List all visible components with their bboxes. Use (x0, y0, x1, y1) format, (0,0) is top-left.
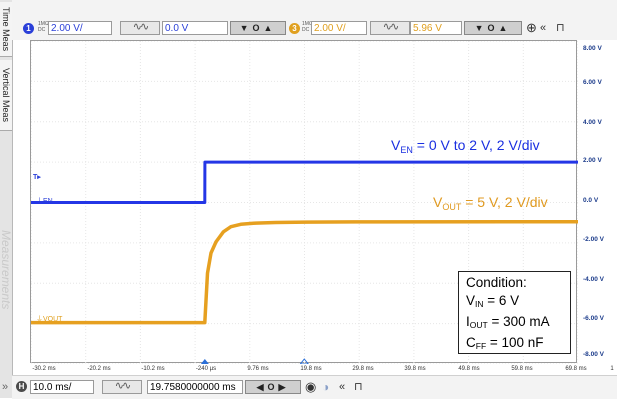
tab-vertical-meas[interactable]: Vertical Meas (0, 60, 12, 131)
channel-3-ground-marker[interactable]: ⏚VOUT (36, 316, 63, 323)
condition-cff: CFF = 100 nF (466, 334, 570, 355)
horizontal-position-marker[interactable] (299, 358, 309, 364)
channel-toolbar: 1 1MΩ DC 2.00 V/ ∿∿ 0.0 V ▼O▲ 3 1MΩ DC 2… (12, 0, 617, 40)
condition-symbol: V (466, 293, 476, 308)
y-tick-label: -2.00 V (583, 236, 604, 243)
trigger-level-marker[interactable]: T▸ (33, 174, 41, 181)
channel-3-offset-nav[interactable]: ▼O▲ (464, 21, 522, 35)
x-tick-label: 1 (610, 366, 614, 372)
ven-annotation-symbol: V (391, 137, 401, 153)
channel-1-offset-field[interactable]: 0.0 V (162, 21, 228, 35)
channel-3-scale-field[interactable]: 2.00 V/ (311, 21, 367, 35)
channel-3-coupling: 1MΩ DC (302, 21, 313, 33)
condition-subscript: OUT (469, 320, 488, 330)
x-tick-label: 59.8 ms (511, 366, 533, 372)
x-tick-label: 69.8 ms (565, 366, 587, 372)
y-tick-label: -8.00 V (583, 351, 604, 358)
condition-iout: IOUT = 300 mA (466, 313, 570, 334)
channel-3-scale-knob[interactable]: ∿∿ (370, 21, 410, 35)
trigger-label: T (33, 174, 38, 181)
side-tab-strip: Time Meas Vertical Meas Measurements (0, 0, 13, 398)
condition-symbol: C (466, 335, 476, 350)
condition-subscript: FF (475, 341, 487, 351)
x-tick-label: -10.2 ms (141, 366, 165, 372)
collapse-left-icon[interactable]: « (540, 22, 547, 34)
y-tick-label: -6.00 V (583, 315, 604, 322)
pin-icon[interactable]: ⊓ (556, 22, 565, 34)
channel-3-offset-field[interactable]: 5.96 V (410, 21, 462, 35)
channel-1-ground-marker[interactable]: ⏚EN (36, 198, 53, 205)
channel-1-scale-knob[interactable]: ∿∿ (120, 21, 160, 35)
timebase-knob[interactable]: ∿∿ (102, 380, 142, 394)
condition-value: = 300 mA (487, 314, 550, 329)
vout-annotation-subscript: OUT (442, 202, 462, 212)
zoom-icon[interactable]: ◉ (305, 379, 317, 394)
x-tick-label: 19.8 ms (300, 366, 322, 372)
channel-1-badge[interactable]: 1 (23, 23, 34, 34)
series-line-vout (31, 219, 578, 325)
y-tick-label: 4.00 V (583, 119, 602, 126)
horizontal-position-field[interactable]: 19.7580000000 ms (147, 380, 243, 394)
pin-icon[interactable]: ⊓ (354, 381, 363, 393)
series-line-ven (31, 160, 578, 204)
ven-annotation-text: = 0 V to 2 V, 2 V/div (412, 137, 540, 153)
ven-annotation: VEN = 0 V to 2 V, 2 V/div (391, 137, 540, 155)
waveform-plot (31, 41, 578, 364)
tab-time-meas[interactable]: Time Meas (0, 2, 12, 57)
x-tick-label: -240 µs (195, 366, 217, 372)
condition-value: = 6 V (483, 293, 520, 308)
ven-annotation-subscript: EN (400, 145, 413, 155)
collapse-left-icon[interactable]: « (339, 381, 346, 393)
expand-panel-icon[interactable]: » (2, 381, 9, 393)
y-tick-label: 0.0 V (583, 197, 599, 204)
x-tick-label: -20.2 ms (87, 366, 111, 372)
condition-subscript: IN (475, 299, 484, 309)
condition-symbol: I (466, 314, 470, 329)
vout-annotation: VOUT = 5 V, 2 V/div (433, 194, 548, 212)
timebase-toolbar: » H 10.0 ms/ ∿∿ 19.7580000000 ms ◀O▶ ◉ ◑… (2, 375, 617, 399)
vout-annotation-text: = 5 V, 2 V/div (461, 194, 548, 210)
channel-1-offset-nav[interactable]: ▼O▲ (230, 21, 286, 35)
y-tick-label: -4.00 V (583, 276, 604, 283)
x-tick-label: 49.8 ms (458, 366, 480, 372)
y-tick-label: 6.00 V (583, 79, 602, 86)
add-channel-icon[interactable]: ⊕ (526, 20, 537, 35)
x-tick-label: 9.76 ms (247, 366, 269, 372)
horizontal-badge[interactable]: H (16, 381, 27, 392)
test-condition-box: Condition: VIN = 6 V IOUT = 300 mA CFF =… (458, 271, 571, 354)
condition-title: Condition: (466, 275, 527, 290)
x-tick-label: 39.8 ms (404, 366, 426, 372)
horizontal-position-nav[interactable]: ◀O▶ (245, 380, 301, 394)
channel-3-badge[interactable]: 3 (289, 23, 300, 34)
vout-annotation-symbol: V (433, 194, 443, 210)
x-tick-label: 29.8 ms (352, 366, 374, 372)
tab-measurements[interactable]: Measurements (0, 230, 13, 310)
channel-1-scale-field[interactable]: 2.00 V/ (48, 21, 112, 35)
channel-1-coupling: 1MΩ DC (38, 21, 49, 33)
reference-icon[interactable]: ◑ (322, 380, 330, 394)
y-tick-label: 8.00 V (583, 45, 602, 52)
x-tick-label: -30.2 ms (32, 366, 56, 372)
trigger-time-marker[interactable] (200, 359, 209, 364)
y-tick-label: 2.00 V (583, 157, 602, 164)
condition-vin: VIN = 6 V (466, 292, 570, 313)
channel-3-label: VOUT (43, 316, 63, 323)
channel-1-label: EN (43, 198, 53, 205)
condition-value: = 100 nF (486, 335, 544, 350)
timebase-field[interactable]: 10.0 ms/ (30, 380, 94, 394)
